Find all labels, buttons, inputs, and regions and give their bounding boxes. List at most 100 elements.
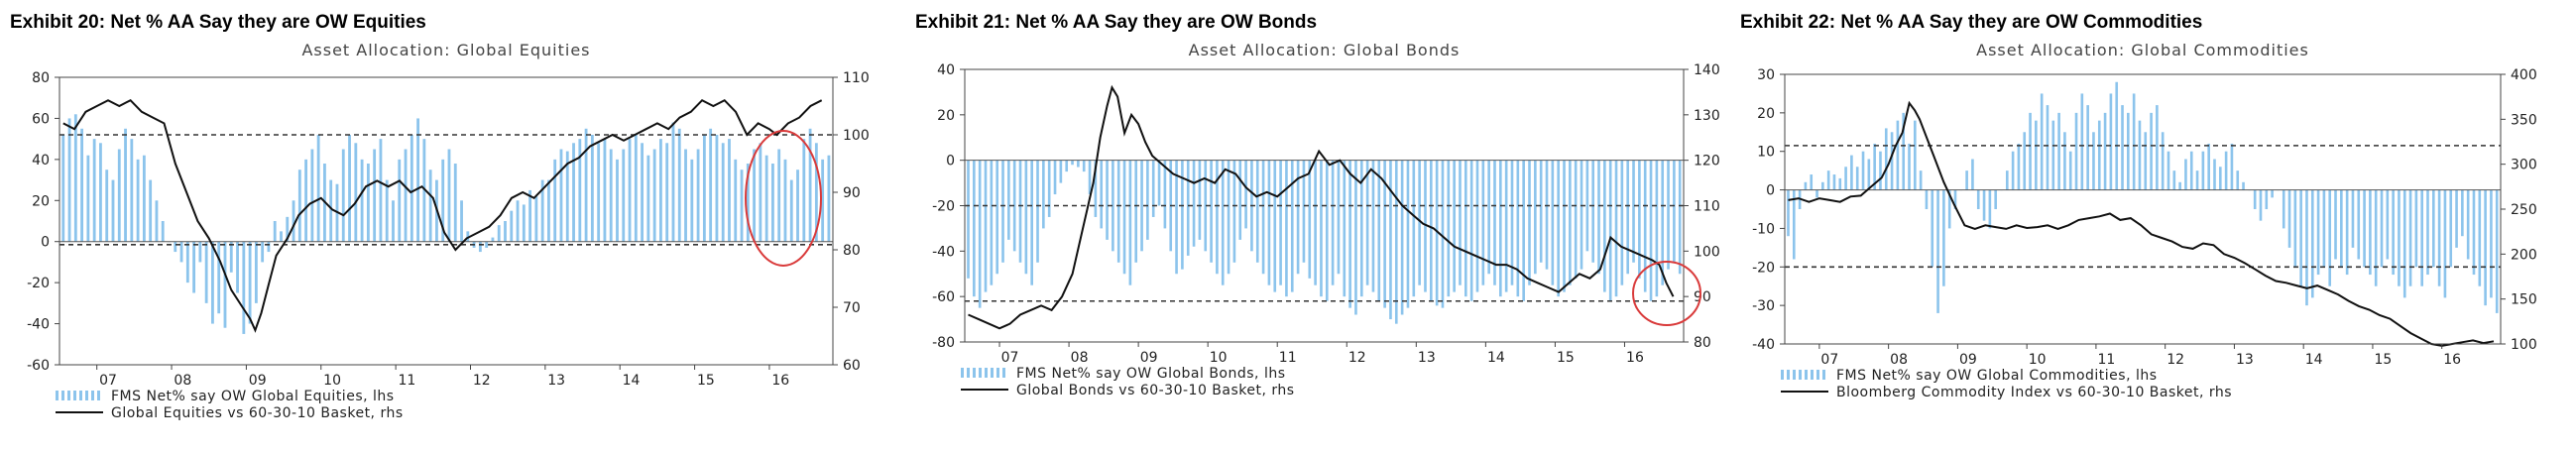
bar [753,149,757,242]
bar [1359,160,1363,297]
legend-bar-swatch [1799,370,1802,380]
legend-bar-swatch [961,368,964,378]
bar [522,204,526,242]
right-tick-label: 60 [843,358,861,374]
bar [684,149,687,242]
bar [540,179,544,242]
bar [1261,160,1265,275]
left-tick-label: 30 [1757,67,1775,83]
bar [1838,177,1842,190]
bar [248,241,252,324]
bar [1649,160,1653,301]
bar [447,149,451,242]
bar [1832,174,1836,190]
bar [2398,189,2400,286]
bar [261,241,265,263]
x-tick-label: 07 [1001,350,1019,366]
bar [1331,160,1335,285]
bar [1255,160,1259,263]
bar [61,135,65,242]
legend-bar-swatch [1811,370,1814,380]
bar [628,139,632,242]
bar [1855,167,1859,190]
bar [1216,160,1219,275]
right-tick-label: 100 [2511,337,2537,353]
bar [1667,160,1670,270]
x-tick-label: 13 [547,373,565,389]
bar [1065,160,1069,172]
bar [2051,120,2055,190]
bar [2495,189,2499,313]
x-tick-label: 13 [1418,350,1436,366]
bar [1018,160,1022,263]
x-tick-label: 14 [2305,352,2323,368]
x-tick-label: 15 [1557,350,1575,366]
bar [2207,143,2210,190]
left-tick-label: 0 [946,154,955,170]
bar [2178,181,2181,190]
bar [273,221,277,242]
legend-bar-swatch [985,368,988,378]
bar [1988,189,1992,229]
bar [1539,160,1543,263]
bar [2236,170,2240,190]
bar [1348,160,1351,308]
legend-bar-swatch [1822,370,1825,380]
exhibit-label: Exhibit 20: Net % AA Say they are OW Equ… [10,12,426,33]
left-tick-label: 0 [1766,183,1775,199]
bar [2271,189,2274,198]
bar [808,128,812,242]
bar [1007,160,1010,240]
right-tick-label: 90 [1694,289,1711,305]
bar [1308,160,1312,279]
bar [802,139,806,242]
bar [297,170,301,242]
bar [341,149,345,242]
left-tick-label: -60 [932,289,955,305]
bar [2253,189,2257,209]
bar [2478,189,2482,286]
bar [1481,160,1485,285]
bar [1337,160,1341,275]
bar [1815,189,1818,198]
bar [1053,160,1057,195]
bar [715,135,719,242]
bar [142,155,146,242]
bar [728,139,731,242]
bar [1528,160,1531,285]
bar [1116,160,1120,263]
bar [410,135,413,242]
left-tick-label: 20 [1757,106,1775,122]
right-tick-label: 110 [1694,199,1720,215]
bar [267,241,271,253]
bar [2340,189,2343,268]
exhibit-22-panel: Exhibit 22: Net % AA Say they are OW Com… [1730,0,2576,452]
bar [2080,93,2084,190]
bar [652,149,656,242]
bar [491,237,495,242]
bar [1861,151,1865,190]
bar [1580,160,1583,270]
bar [1953,189,1957,209]
bar [1608,160,1612,301]
bar [1267,160,1271,285]
x-tick-label: 15 [697,373,715,389]
bar [2414,189,2418,268]
bar [497,225,501,242]
bar [1030,160,1034,285]
bar [2293,189,2297,268]
legend-bar-swatch [85,391,88,400]
bar [721,143,725,242]
bar [1563,160,1566,292]
bar [1896,120,1900,190]
bar [1112,160,1114,252]
bar [2127,112,2130,190]
bar [2109,93,2113,190]
bar [2466,189,2470,260]
x-tick-label: 10 [2029,352,2047,368]
bar [73,114,77,242]
bar [1873,143,1876,190]
bar [1394,160,1398,324]
bar [1406,160,1410,308]
bar [796,170,799,242]
